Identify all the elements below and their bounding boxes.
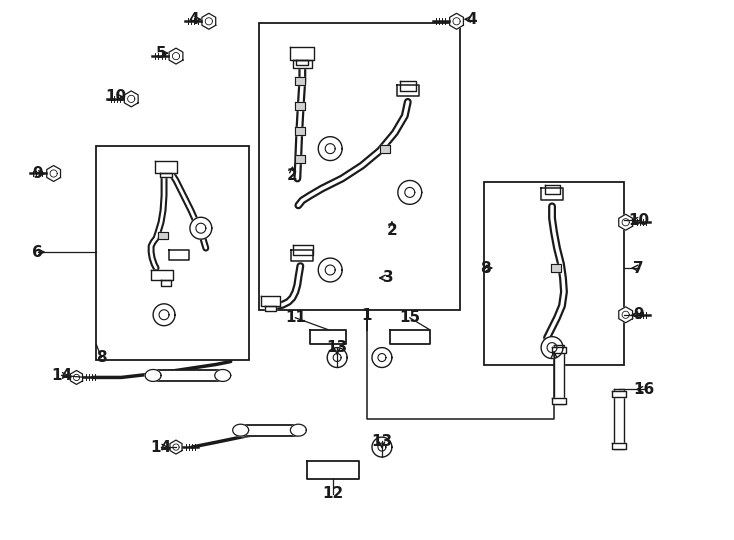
Polygon shape: [215, 369, 230, 381]
Text: 10: 10: [106, 90, 127, 104]
Polygon shape: [151, 270, 173, 280]
Polygon shape: [397, 85, 418, 97]
Polygon shape: [47, 166, 60, 181]
Polygon shape: [552, 347, 566, 353]
Polygon shape: [380, 145, 390, 153]
Polygon shape: [190, 217, 212, 239]
Polygon shape: [297, 60, 308, 65]
Polygon shape: [124, 91, 138, 107]
Polygon shape: [611, 443, 625, 449]
Text: 4: 4: [466, 12, 477, 27]
Bar: [258, 23, 459, 310]
Polygon shape: [169, 48, 183, 64]
Polygon shape: [327, 348, 347, 368]
Polygon shape: [261, 296, 280, 306]
Polygon shape: [390, 330, 429, 343]
Polygon shape: [291, 249, 313, 260]
Text: 6: 6: [32, 245, 43, 260]
Text: 15: 15: [399, 310, 421, 325]
Text: 8: 8: [480, 260, 491, 275]
Text: 12: 12: [322, 487, 344, 501]
Polygon shape: [550, 264, 562, 272]
Polygon shape: [294, 245, 313, 255]
Polygon shape: [372, 348, 392, 368]
Text: 1: 1: [362, 308, 372, 323]
Polygon shape: [611, 392, 625, 397]
Text: 3: 3: [382, 271, 393, 286]
Bar: [484, 183, 624, 364]
Polygon shape: [295, 102, 305, 110]
Polygon shape: [158, 232, 168, 239]
Polygon shape: [160, 172, 172, 178]
Polygon shape: [552, 399, 566, 404]
Polygon shape: [398, 180, 422, 204]
Polygon shape: [170, 440, 182, 454]
Polygon shape: [202, 14, 216, 29]
Polygon shape: [153, 304, 175, 326]
Text: 10: 10: [628, 213, 649, 228]
Polygon shape: [294, 60, 312, 68]
Text: 8: 8: [96, 350, 106, 365]
Text: 13: 13: [327, 340, 348, 355]
Polygon shape: [319, 137, 342, 160]
Text: 14: 14: [150, 440, 172, 455]
Bar: [96, 146, 249, 360]
Polygon shape: [310, 330, 346, 343]
Polygon shape: [319, 258, 342, 282]
Polygon shape: [372, 437, 392, 457]
Text: 11: 11: [285, 310, 306, 325]
Text: 4: 4: [189, 12, 199, 27]
Polygon shape: [295, 77, 305, 85]
Text: 2: 2: [387, 222, 397, 238]
Polygon shape: [291, 47, 314, 60]
Polygon shape: [308, 461, 359, 479]
Polygon shape: [233, 424, 249, 436]
Polygon shape: [295, 154, 305, 163]
Polygon shape: [155, 160, 177, 172]
Polygon shape: [614, 389, 624, 449]
Polygon shape: [400, 81, 415, 91]
Polygon shape: [291, 424, 306, 436]
Polygon shape: [545, 185, 560, 194]
Text: 14: 14: [51, 368, 72, 383]
Text: 7: 7: [633, 260, 644, 275]
Text: 9: 9: [32, 166, 43, 181]
Polygon shape: [241, 425, 298, 436]
Text: 13: 13: [371, 434, 393, 449]
Polygon shape: [295, 127, 305, 134]
Polygon shape: [169, 250, 189, 260]
Text: 5: 5: [156, 45, 167, 60]
Text: 9: 9: [633, 307, 644, 322]
Polygon shape: [619, 214, 633, 230]
Polygon shape: [264, 306, 277, 311]
Text: 2: 2: [287, 168, 298, 183]
Polygon shape: [554, 345, 564, 404]
Polygon shape: [541, 336, 563, 359]
Polygon shape: [145, 369, 161, 381]
Polygon shape: [619, 307, 633, 323]
Polygon shape: [541, 188, 563, 200]
Text: 16: 16: [633, 382, 654, 397]
Polygon shape: [153, 370, 222, 381]
Polygon shape: [161, 280, 171, 286]
Polygon shape: [70, 370, 82, 384]
Polygon shape: [450, 14, 463, 29]
